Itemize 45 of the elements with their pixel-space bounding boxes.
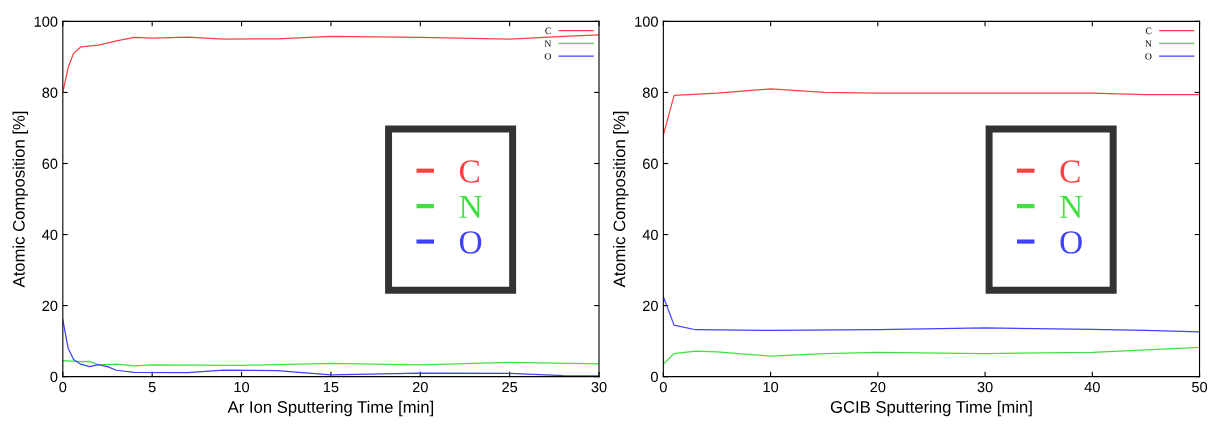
- x-tick-label: 0: [59, 381, 67, 393]
- x-tick-label: 5: [148, 382, 156, 393]
- text: N: [1145, 40, 1152, 47]
- legend-label: O: [1060, 231, 1082, 254]
- x-axis-title: Ar Ion Sputtering Time [min]: [227, 400, 434, 417]
- y-tick-label: 80: [42, 87, 58, 98]
- text: C: [545, 27, 551, 35]
- x-tick-label: 20: [412, 381, 428, 393]
- text: N: [544, 40, 552, 47]
- legend-label: N: [1060, 195, 1083, 218]
- y-tick-label: 60: [42, 158, 58, 169]
- legend-label: C: [1060, 160, 1080, 183]
- x-tick-label: 30: [591, 381, 607, 393]
- legend-label: C: [459, 160, 479, 183]
- y-tick-label: 100: [34, 16, 58, 27]
- line-series: [62, 34, 600, 94]
- text: O: [1145, 53, 1152, 60]
- y-tick-label: 60: [643, 158, 658, 169]
- y-axis-title: Atomic Composition [%]: [12, 111, 29, 288]
- x-tick-label: 30: [977, 381, 993, 393]
- text: O: [544, 53, 551, 60]
- y-tick-label: 40: [642, 229, 658, 240]
- legend-label: N: [459, 195, 482, 218]
- x-tick-label: 20: [870, 381, 886, 393]
- line-series: [663, 296, 1200, 333]
- y-tick-label: 0: [50, 371, 58, 383]
- y-tick-label: 20: [42, 300, 58, 312]
- legend-label: O: [459, 231, 482, 254]
- x-tick-label: 10: [234, 381, 250, 393]
- x-tick-label: 40: [1084, 381, 1100, 393]
- x-tick-label: 10: [763, 381, 779, 393]
- x-tick-label: 50: [1192, 381, 1208, 393]
- x-tick-label: 0: [659, 381, 667, 393]
- x-tick-label: 25: [502, 381, 518, 393]
- y-tick-label: 20: [643, 300, 658, 312]
- x-axis-title: GCIB Sputtering Time [min]: [830, 400, 1032, 417]
- text: C: [1145, 27, 1152, 35]
- y-tick-label: 0: [650, 371, 658, 383]
- x-tick-label: 15: [323, 382, 339, 393]
- y-axis-title: Atomic Composition [%]: [613, 111, 629, 288]
- y-tick-label: 100: [635, 16, 658, 27]
- y-tick-label: 80: [642, 87, 658, 98]
- y-tick-label: 40: [42, 229, 58, 240]
- line-series: [663, 346, 1200, 365]
- line-series: [663, 88, 1200, 136]
